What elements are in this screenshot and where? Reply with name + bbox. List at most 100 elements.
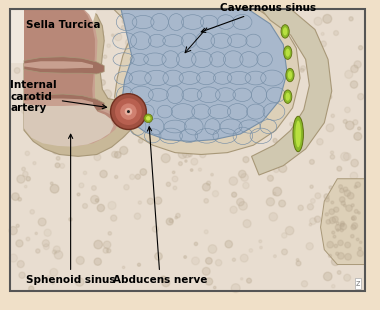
Circle shape [273, 61, 279, 67]
Circle shape [266, 46, 271, 50]
Circle shape [310, 218, 316, 224]
Circle shape [231, 134, 237, 140]
Circle shape [28, 65, 37, 73]
Circle shape [343, 187, 348, 192]
Circle shape [329, 186, 332, 189]
Ellipse shape [286, 68, 294, 82]
Circle shape [71, 61, 76, 66]
Circle shape [49, 36, 52, 40]
Circle shape [202, 268, 210, 275]
Circle shape [351, 225, 356, 230]
Circle shape [298, 205, 303, 210]
Circle shape [52, 147, 59, 153]
Circle shape [347, 193, 354, 199]
Circle shape [132, 69, 140, 77]
Circle shape [222, 67, 226, 71]
Circle shape [290, 122, 293, 126]
Circle shape [214, 85, 219, 89]
Circle shape [358, 127, 361, 130]
Circle shape [107, 249, 111, 253]
Circle shape [49, 117, 53, 121]
Circle shape [125, 108, 132, 115]
Circle shape [214, 286, 216, 289]
Circle shape [128, 88, 136, 96]
Circle shape [208, 245, 217, 253]
Circle shape [341, 201, 345, 205]
Circle shape [100, 80, 105, 85]
Circle shape [108, 131, 116, 139]
Circle shape [241, 278, 243, 280]
Circle shape [190, 169, 193, 171]
Circle shape [122, 266, 125, 268]
Circle shape [159, 118, 165, 125]
Circle shape [52, 117, 55, 121]
Circle shape [30, 210, 35, 214]
Circle shape [115, 98, 142, 125]
Circle shape [35, 232, 37, 235]
Circle shape [100, 30, 104, 34]
Circle shape [63, 98, 70, 105]
Circle shape [282, 90, 287, 95]
Polygon shape [24, 61, 93, 69]
Circle shape [306, 243, 313, 250]
Circle shape [229, 52, 231, 55]
Circle shape [301, 66, 306, 71]
Circle shape [162, 279, 170, 287]
Circle shape [356, 238, 359, 241]
Circle shape [88, 107, 92, 111]
Circle shape [248, 55, 250, 58]
Circle shape [144, 114, 152, 122]
Circle shape [147, 198, 154, 205]
Circle shape [47, 11, 53, 18]
Ellipse shape [285, 49, 290, 57]
Circle shape [19, 272, 25, 278]
Circle shape [204, 199, 209, 203]
Circle shape [334, 244, 338, 248]
Circle shape [249, 249, 253, 252]
Circle shape [84, 131, 91, 138]
Circle shape [209, 130, 216, 137]
Circle shape [296, 259, 299, 261]
Circle shape [21, 106, 29, 114]
Circle shape [61, 74, 65, 78]
Circle shape [172, 144, 176, 148]
Circle shape [351, 65, 358, 73]
Circle shape [161, 115, 166, 119]
Circle shape [126, 46, 130, 50]
Circle shape [268, 123, 275, 130]
Circle shape [141, 15, 147, 22]
Polygon shape [121, 9, 287, 141]
Circle shape [130, 174, 135, 179]
Circle shape [62, 147, 67, 152]
Circle shape [53, 246, 60, 253]
Circle shape [354, 132, 362, 140]
Circle shape [171, 131, 174, 135]
Circle shape [185, 160, 187, 162]
Circle shape [60, 75, 63, 78]
Circle shape [211, 173, 213, 176]
Circle shape [340, 223, 344, 227]
Circle shape [328, 230, 333, 236]
Circle shape [343, 120, 347, 123]
Circle shape [160, 276, 166, 282]
Circle shape [9, 227, 17, 235]
Circle shape [282, 233, 287, 238]
Circle shape [114, 33, 122, 41]
Circle shape [236, 101, 243, 109]
Circle shape [60, 135, 63, 138]
Circle shape [328, 254, 332, 257]
Circle shape [127, 33, 130, 35]
Circle shape [229, 177, 238, 185]
Circle shape [243, 157, 249, 163]
Circle shape [151, 120, 160, 128]
Circle shape [336, 255, 339, 258]
Circle shape [182, 149, 191, 158]
Circle shape [247, 278, 252, 283]
Circle shape [281, 20, 287, 25]
Polygon shape [24, 9, 138, 156]
Circle shape [74, 39, 77, 41]
Circle shape [253, 111, 263, 119]
Circle shape [273, 192, 276, 195]
Circle shape [340, 221, 345, 225]
Circle shape [336, 252, 339, 255]
